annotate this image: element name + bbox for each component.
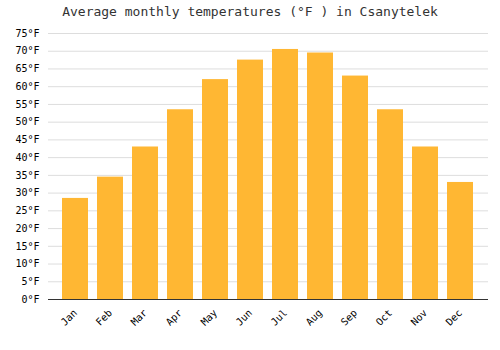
svg-text:45°F: 45°F — [15, 134, 39, 145]
svg-text:15°F: 15°F — [15, 241, 39, 252]
svg-text:Apr: Apr — [164, 307, 185, 328]
svg-text:May: May — [199, 307, 220, 328]
svg-text:Feb: Feb — [94, 307, 115, 328]
svg-text:Aug: Aug — [304, 307, 325, 328]
svg-text:55°F: 55°F — [15, 99, 39, 110]
svg-text:10°F: 10°F — [15, 258, 39, 269]
svg-text:40°F: 40°F — [15, 152, 39, 163]
svg-text:25°F: 25°F — [15, 205, 39, 216]
svg-text:5°F: 5°F — [21, 276, 39, 287]
svg-text:Oct: Oct — [374, 307, 395, 328]
svg-text:Nov: Nov — [409, 307, 430, 328]
svg-text:Mar: Mar — [129, 307, 150, 328]
svg-text:Sep: Sep — [339, 307, 360, 328]
svg-text:Jul: Jul — [269, 307, 290, 328]
svg-text:35°F: 35°F — [15, 170, 39, 181]
svg-text:70°F: 70°F — [15, 45, 39, 56]
svg-text:20°F: 20°F — [15, 223, 39, 234]
svg-text:75°F: 75°F — [15, 28, 39, 39]
svg-text:30°F: 30°F — [15, 187, 39, 198]
svg-text:Dec: Dec — [444, 307, 465, 328]
svg-text:Jun: Jun — [234, 307, 255, 328]
svg-text:60°F: 60°F — [15, 81, 39, 92]
svg-text:65°F: 65°F — [15, 63, 39, 74]
html-text:Average monthly temperatures (: Average monthly temperatures (°F ) in Cs… — [62, 4, 438, 19]
svg-text:50°F: 50°F — [15, 116, 39, 127]
svg-text:0°F: 0°F — [21, 294, 39, 305]
svg-text:Jan: Jan — [59, 307, 80, 328]
